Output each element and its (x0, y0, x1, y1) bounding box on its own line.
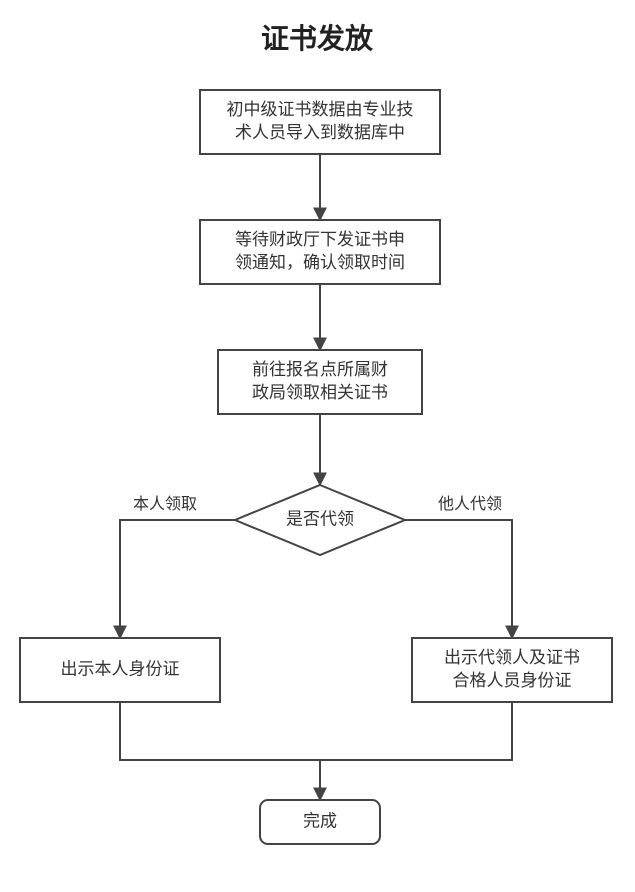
edge-eRend (320, 702, 512, 760)
node-text-nEnd-0: 完成 (303, 811, 337, 830)
edge-eR (405, 520, 512, 638)
node-text-d1-0: 是否代领 (286, 509, 354, 528)
node-text-n3-0: 前往报名点所属财 (252, 360, 388, 379)
node-text-n1-1: 术人员导入到数据库中 (235, 123, 405, 142)
chart-title: 证书发放 (261, 22, 374, 54)
node-text-n2-1: 领通知，确认领取时间 (235, 253, 405, 272)
edge-label-eR: 他人代领 (438, 495, 502, 513)
node-text-nR-0: 出示代领人及证书 (444, 648, 580, 667)
edge-eL (120, 520, 235, 638)
node-text-n1-0: 初中级证书数据由专业技 (227, 100, 414, 119)
node-text-n2-0: 等待财政厅下发证书申 (235, 230, 405, 249)
edge-label-eL: 本人领取 (133, 495, 197, 513)
node-text-nL-0: 出示本人身份证 (61, 659, 180, 678)
node-text-n3-1: 政局领取相关证书 (252, 383, 388, 402)
edge-eLend (120, 702, 320, 800)
node-text-nR-1: 合格人员身份证 (453, 671, 572, 690)
flowchart-canvas: 证书发放本人领取 他人代领 初中级证书数据由专业技术人员导入到数据库中等待财政厅下发… (0, 0, 635, 892)
